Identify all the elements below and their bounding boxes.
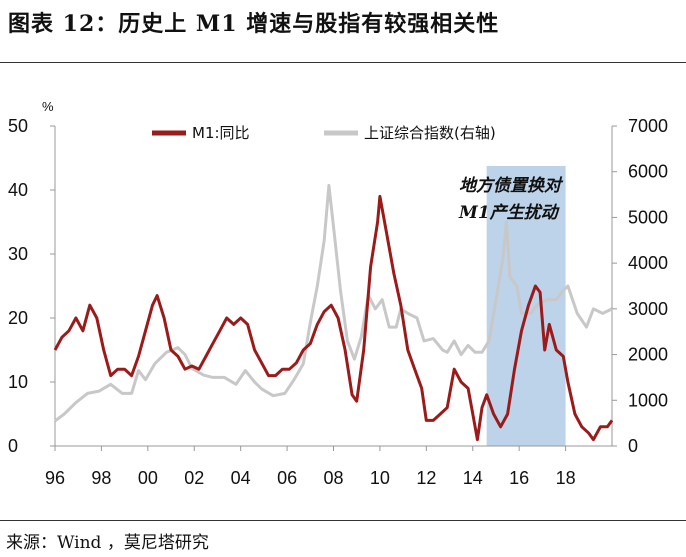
right-tick-label: 7000: [628, 116, 668, 136]
right-axis-ticks: 0 1000 2000 3000 4000 5000 6000 7000: [612, 116, 668, 456]
bottom-divider: [0, 520, 686, 521]
x-tick-label: 10: [370, 468, 390, 488]
right-tick-label: 6000: [628, 162, 668, 182]
left-axis-ticks: 0 10 20 30 40 50: [8, 116, 55, 456]
x-axis-ticks: 96 98 00 02 04 06 08 10 12 14 16 18: [45, 446, 576, 488]
highlight-band: [486, 166, 566, 446]
right-tick-label: 2000: [628, 345, 668, 365]
x-tick-label: 00: [138, 468, 158, 488]
x-tick-label: 06: [277, 468, 297, 488]
right-tick-label: 3000: [628, 299, 668, 319]
left-tick-label: 0: [8, 436, 18, 456]
left-axis-unit: %: [42, 99, 54, 114]
legend-label-m1: M1:同比: [192, 124, 250, 142]
top-divider: [0, 62, 686, 63]
left-tick-label: 20: [8, 308, 28, 328]
right-tick-label: 0: [628, 436, 638, 456]
x-tick-label: 02: [184, 468, 204, 488]
left-tick-label: 10: [8, 372, 28, 392]
right-tick-label: 5000: [628, 207, 668, 227]
series-line-m1: [53, 194, 614, 442]
x-tick-label: 12: [416, 468, 436, 488]
highlight-label-line-1: 地方债置换对: [459, 176, 564, 196]
right-tick-label: 4000: [628, 253, 668, 273]
x-tick-label: 96: [45, 468, 65, 488]
chart-title: 图表 12：历史上 M1 增速与股指有较强相关性: [8, 11, 500, 37]
right-tick-label: 1000: [628, 390, 668, 410]
left-tick-label: 50: [8, 116, 28, 136]
x-tick-label: 18: [556, 468, 576, 488]
x-tick-label: 04: [231, 468, 251, 488]
x-tick-label: 08: [323, 468, 343, 488]
source-note: 来源：Wind ，莫尼塔研究: [6, 533, 209, 553]
x-tick-label: 16: [509, 468, 529, 488]
left-tick-label: 40: [8, 180, 28, 200]
left-tick-label: 30: [8, 244, 28, 264]
x-tick-label: 14: [463, 468, 483, 488]
legend: M1:同比 上证综合指数(右轴): [152, 124, 496, 142]
x-tick-label: 98: [91, 468, 111, 488]
legend-label-index: 上证综合指数(右轴): [364, 124, 496, 142]
highlight-label-line-2: M1产生扰动: [458, 203, 561, 223]
